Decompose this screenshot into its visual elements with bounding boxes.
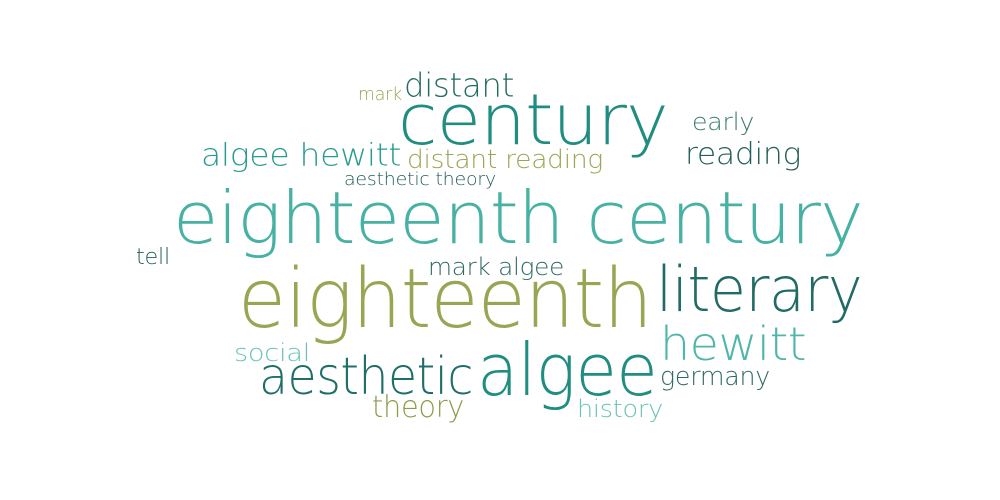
word-eighteenth: eighteenth	[238, 252, 653, 347]
word-distant-reading: distant reading	[407, 145, 603, 175]
word-eighteenth-century: eighteenth century	[173, 176, 864, 260]
word-distant: distant	[404, 65, 514, 105]
word-literary: literary	[656, 253, 863, 326]
word-reading: reading	[685, 137, 801, 172]
word-hewitt: hewitt	[660, 317, 806, 371]
word-algee-hewitt: algee hewitt	[201, 137, 401, 174]
word-early: early	[692, 108, 754, 136]
word-tell: tell	[136, 245, 170, 270]
word-aesthetic: aesthetic	[259, 347, 473, 407]
word-social: social	[234, 339, 310, 367]
word-theory: theory	[372, 390, 464, 425]
word-aesthetic-theory: aesthetic theory	[344, 169, 496, 190]
word-algee: algee	[477, 328, 658, 412]
word-mark: mark	[358, 84, 402, 105]
word-century: century	[398, 79, 669, 161]
word-history: history	[577, 395, 663, 423]
word-germany: germany	[660, 362, 770, 392]
word-mark-algee: mark algee	[428, 253, 564, 281]
